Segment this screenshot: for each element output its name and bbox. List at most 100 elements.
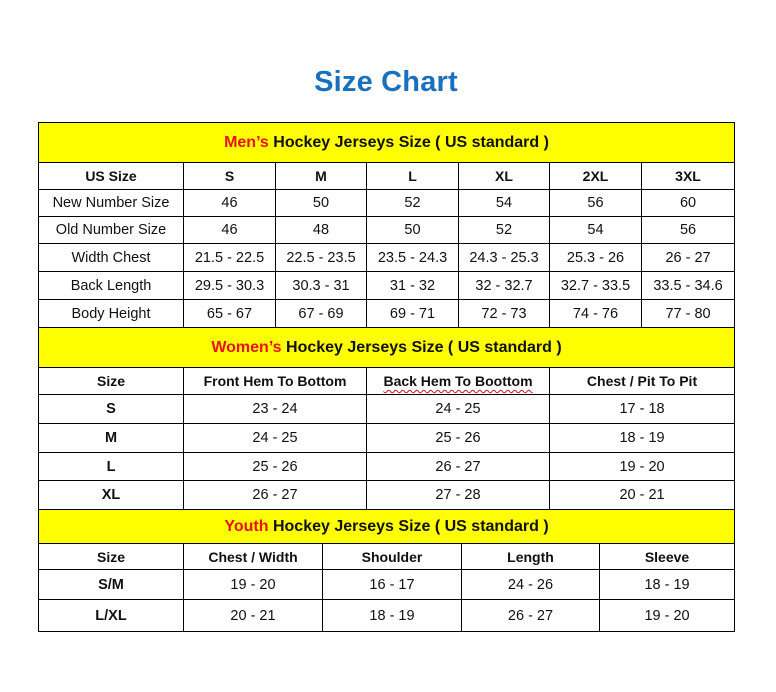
table-cell: 20 - 21	[183, 599, 323, 632]
table-cell: 33.5 - 34.6	[640, 271, 736, 300]
table-cell: 32.7 - 33.5	[549, 271, 642, 300]
column-header: Size	[38, 543, 184, 570]
women-banner: Women’s Hockey Jerseys Size ( US standar…	[37, 327, 736, 368]
column-header: Length	[461, 543, 600, 570]
row-label: XL	[38, 480, 184, 510]
men-banner-text: Hockey Jerseys Size ( US standard )	[268, 133, 549, 151]
table-row: L/XL 20 - 21 18 - 19 26 - 27 19 - 20	[38, 599, 736, 632]
men-header-row: US Size S M L XL 2XL 3XL	[38, 162, 736, 190]
table-cell: 69 - 71	[366, 299, 459, 328]
row-label: S/M	[38, 569, 184, 600]
table-row: Body Height 65 - 67 67 - 69 69 - 71 72 - 73 7…	[38, 299, 736, 328]
table-row: Width Chest 21.5 - 22.5 22.5 - 23.5 23.5 - …	[38, 243, 736, 272]
table-cell: 50	[366, 216, 459, 244]
table-cell: 50	[275, 189, 367, 217]
table-cell: 56	[640, 216, 736, 244]
column-header: US Size	[38, 162, 184, 190]
men-banner-accent: Men’s	[224, 133, 269, 151]
table-cell: 24 - 25	[183, 423, 367, 453]
row-label: L/XL	[38, 599, 184, 632]
table-cell: 18 - 19	[598, 569, 736, 600]
column-header: XL	[458, 162, 550, 190]
table-cell: 29.5 - 30.3	[183, 271, 276, 300]
table-row: M 24 - 25 25 - 26 18 - 19	[38, 423, 736, 453]
row-label: Width Chest	[38, 243, 184, 272]
row-label: L	[38, 452, 184, 481]
table-cell: 67 - 69	[275, 299, 367, 328]
table-cell: 21.5 - 22.5	[183, 243, 276, 272]
column-header: Size	[38, 367, 184, 395]
column-header: Front Hem To Bottom	[183, 367, 367, 395]
table-cell: 24 - 26	[461, 569, 600, 600]
table-cell: 65 - 67	[183, 299, 276, 328]
women-banner-row: Women’s Hockey Jerseys Size ( US standar…	[37, 327, 736, 368]
table-cell: 19 - 20	[548, 452, 736, 481]
table-cell: 32 - 32.7	[458, 271, 550, 300]
table-cell: 24 - 25	[366, 394, 550, 424]
table-cell: 26 - 27	[461, 599, 600, 632]
table-cell: 20 - 21	[548, 480, 736, 510]
column-header: 2XL	[549, 162, 642, 190]
page-title: Size Chart	[314, 66, 458, 98]
column-header: Chest / Width	[183, 543, 323, 570]
table-cell: 19 - 20	[598, 599, 736, 632]
column-header: S	[183, 162, 276, 190]
table-cell: 46	[183, 216, 276, 244]
women-header-row: Size Front Hem To Bottom Back Hem To Boott…	[38, 367, 736, 395]
table-cell: 54	[549, 216, 642, 244]
table-row: New Number Size 46 50 52 54 56 60	[38, 189, 736, 217]
column-header: Back Hem To Boottom	[366, 367, 550, 395]
table-cell: 74 - 76	[549, 299, 642, 328]
row-label: Old Number Size	[38, 216, 184, 244]
column-header: Chest / Pit To Pit	[548, 367, 736, 395]
table-cell: 26 - 27	[366, 452, 550, 481]
table-cell: 26 - 27	[183, 480, 367, 510]
table-cell: 25 - 26	[183, 452, 367, 481]
column-header: L	[366, 162, 459, 190]
men-banner-row: Men’s Hockey Jerseys Size ( US standard …	[37, 122, 736, 163]
youth-header-row: Size Chest / Width Shoulder Length Sleeve	[38, 543, 736, 570]
column-header: M	[275, 162, 367, 190]
women-banner-accent: Women’s	[211, 338, 282, 356]
table-cell: 52	[458, 216, 550, 244]
table-cell: 27 - 28	[366, 480, 550, 510]
women-banner-text: Hockey Jerseys Size ( US standard )	[281, 338, 562, 356]
table-cell: 54	[458, 189, 550, 217]
table-row: S 23 - 24 24 - 25 17 - 18	[38, 394, 736, 424]
table-cell: 72 - 73	[458, 299, 550, 328]
table-cell: 23 - 24	[183, 394, 367, 424]
row-label: Body Height	[38, 299, 184, 328]
table-cell: 25 - 26	[366, 423, 550, 453]
table-row: Back Length 29.5 - 30.3 30.3 - 31 31 - 32 32…	[38, 271, 736, 300]
table-cell: 24.3 - 25.3	[458, 243, 550, 272]
table-cell: 56	[549, 189, 642, 217]
row-label: S	[38, 394, 184, 424]
youth-banner: Youth Hockey Jerseys Size ( US standard …	[37, 509, 736, 544]
table-cell: 77 - 80	[640, 299, 736, 328]
table-cell: 31 - 32	[366, 271, 459, 300]
row-label: New Number Size	[38, 189, 184, 217]
table-cell: 17 - 18	[548, 394, 736, 424]
youth-banner-text: Hockey Jerseys Size ( US standard )	[268, 517, 549, 535]
youth-banner-row: Youth Hockey Jerseys Size ( US standard …	[37, 509, 736, 544]
womens-size-table: Women’s Hockey Jerseys Size ( US standar…	[37, 327, 736, 510]
row-label: M	[38, 423, 184, 453]
table-row: L 25 - 26 26 - 27 19 - 20	[38, 452, 736, 481]
youth-banner-accent: Youth	[224, 517, 269, 535]
column-header-text: Back Hem To Boottom	[383, 373, 533, 389]
table-cell: 52	[366, 189, 459, 217]
mens-size-table: Men’s Hockey Jerseys Size ( US standard …	[37, 122, 736, 328]
table-cell: 16 - 17	[322, 569, 462, 600]
column-header: 3XL	[640, 162, 736, 190]
table-cell: 26 - 27	[640, 243, 736, 272]
table-cell: 18 - 19	[548, 423, 736, 453]
table-cell: 23.5 - 24.3	[366, 243, 459, 272]
men-banner: Men’s Hockey Jerseys Size ( US standard …	[37, 122, 736, 163]
table-cell: 46	[183, 189, 276, 217]
table-cell: 48	[275, 216, 367, 244]
table-cell: 30.3 - 31	[275, 271, 367, 300]
table-row: S/M 19 - 20 16 - 17 24 - 26 18 - 19	[38, 569, 736, 600]
table-cell: 18 - 19	[322, 599, 462, 632]
table-cell: 22.5 - 23.5	[275, 243, 367, 272]
table-cell: 19 - 20	[183, 569, 323, 600]
